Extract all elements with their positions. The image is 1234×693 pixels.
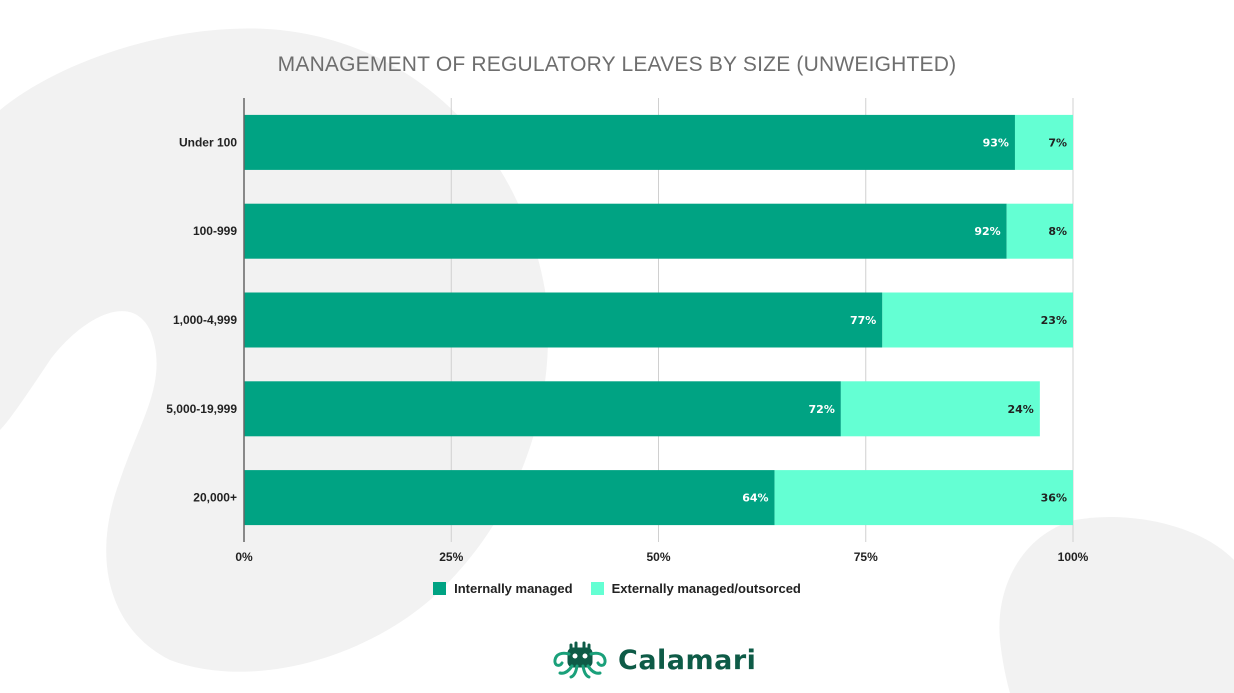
legend-swatch-external [590,582,604,595]
legend-label-internal: Internally managed [454,581,573,596]
x-tick-label: 50% [646,550,670,564]
bar-segment [244,114,1015,170]
legend-item-external: Externally managed/outsorced [590,581,801,596]
data-label: 64% [742,492,768,505]
category-label: 20,000+ [193,491,237,505]
bar-segment [840,381,1040,437]
brand-name: Calamari [618,644,757,676]
category-label: 100-999 [193,224,237,238]
data-label: 8% [1048,225,1067,238]
bar-segment [244,292,883,348]
data-label: 24% [1007,403,1033,416]
bar-segment [244,203,1007,259]
category-label: 1,000-4,999 [173,313,237,327]
data-label: 77% [850,314,876,327]
legend-swatch-internal [433,582,447,595]
bar-segment [774,470,1073,526]
chart-legend: Internally managed Externally managed/ou… [0,581,1234,596]
x-tick-label: 25% [439,550,463,564]
data-label: 93% [983,136,1009,149]
bar-segment [244,381,841,437]
data-label: 92% [974,225,1000,238]
data-label: 72% [809,403,835,416]
brand-logo: Calamari [552,640,756,680]
data-label: 36% [1041,492,1067,505]
background-blob-right [999,516,1234,693]
legend-item-internal: Internally managed [433,581,573,596]
bar-segment [1014,114,1073,170]
legend-label-external: Externally managed/outsorced [611,581,801,596]
calamari-octopus-icon [553,641,607,679]
bar-segment [882,292,1073,348]
bar-segment [1006,203,1073,259]
x-tick-label: 0% [235,550,253,564]
data-label: 7% [1048,136,1067,149]
x-tick-label: 100% [1058,550,1089,564]
chart-title: MANAGEMENT OF REGULATORY LEAVES BY SIZE … [277,53,957,76]
bar-segment [244,470,775,526]
data-label: 23% [1041,314,1067,327]
x-tick-label: 75% [854,550,878,564]
category-label: Under 100 [179,135,237,149]
category-label: 5,000-19,999 [166,402,237,416]
